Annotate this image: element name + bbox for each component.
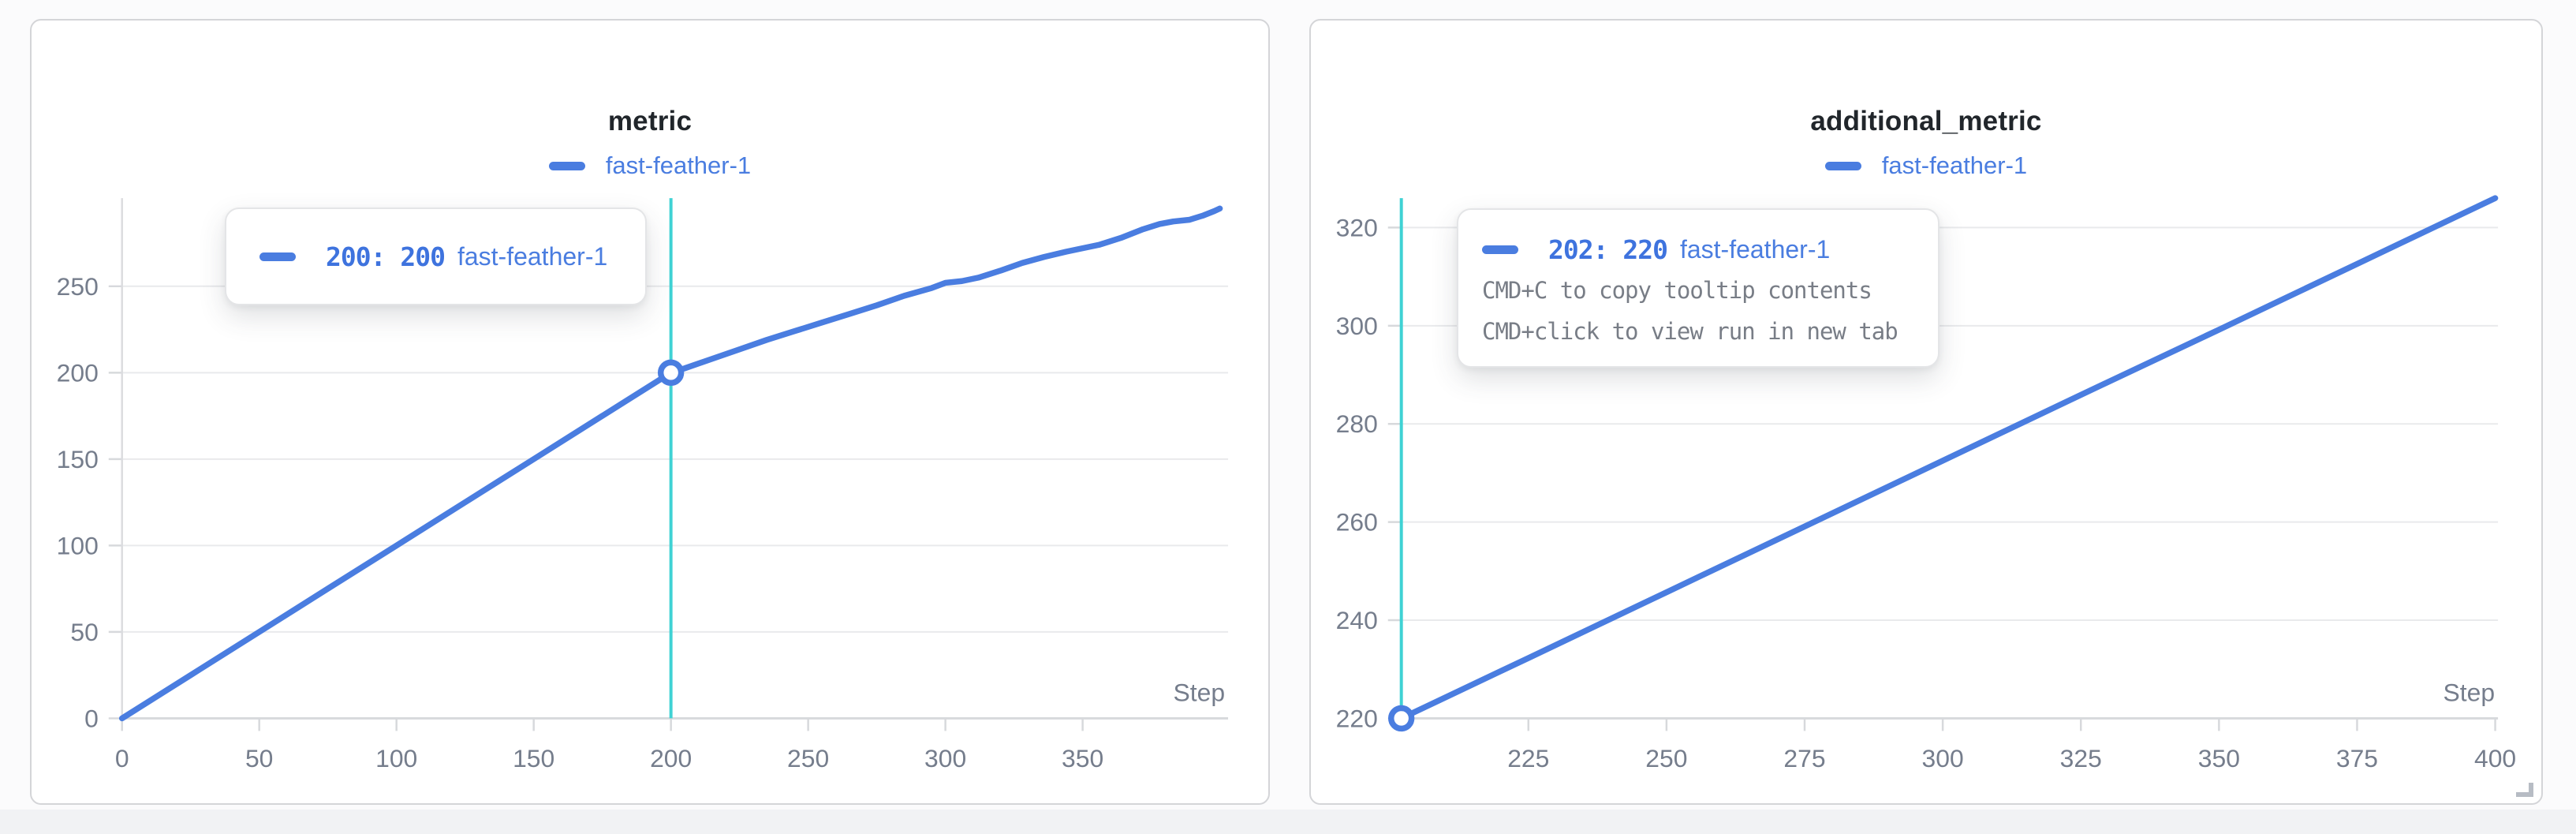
highlighted-point-marker bbox=[1388, 705, 1415, 732]
x-tick-label: 250 bbox=[787, 744, 829, 772]
y-tick-label: 50 bbox=[70, 618, 98, 646]
tooltip-series-entry: 202: 220 fast-feather-1 bbox=[1482, 230, 1917, 268]
legend-run-name: fast-feather-1 bbox=[1881, 151, 2028, 179]
x-tick-label: 400 bbox=[2474, 744, 2516, 772]
tooltip-series-entry: 200: 200 fast-feather-1 bbox=[259, 237, 607, 275]
series-color-dash-icon bbox=[548, 161, 585, 170]
y-tick-label: 220 bbox=[1336, 704, 1378, 732]
y-tick-label: 100 bbox=[57, 531, 99, 559]
tooltip-run-name: fast-feather-1 bbox=[1679, 234, 1831, 264]
panel-resize-handle-icon[interactable] bbox=[2516, 783, 2533, 797]
x-tick-label: 300 bbox=[924, 744, 966, 772]
x-tick-label: 0 bbox=[115, 744, 129, 772]
x-tick-label: 325 bbox=[2060, 744, 2102, 772]
x-tick-label: 350 bbox=[1062, 744, 1103, 772]
additional-metric-line-chart[interactable]: 220 240 260 280 300 320 225 250 275 300 325 350 375 4… bbox=[1311, 21, 2541, 803]
x-tick-label: 200 bbox=[650, 744, 692, 772]
y-tick-label: 240 bbox=[1336, 606, 1378, 634]
chart-tooltip: 202: 220 fast-feather-1 CMD+C to copy to… bbox=[1457, 208, 1939, 368]
y-tick-label: 300 bbox=[1336, 312, 1378, 340]
y-tick-label: 280 bbox=[1336, 410, 1378, 438]
x-tick-label: 300 bbox=[1922, 744, 1964, 772]
panel-title: additional_metric bbox=[1810, 106, 2042, 137]
tooltip-hint-open: CMD+click to view run in new tab bbox=[1482, 318, 1898, 345]
panel-title: metric bbox=[607, 106, 693, 137]
metric-line-chart[interactable]: 0 50 100 150 200 250 0 50 100 150 200 250 300 350 Step bbox=[32, 21, 1268, 803]
legend: fast-feather-1 bbox=[1311, 147, 2541, 185]
y-tick-label: 250 bbox=[57, 272, 99, 301]
x-tick-label: 350 bbox=[2198, 744, 2240, 772]
series-color-dash-icon bbox=[259, 252, 296, 261]
y-tick-label: 320 bbox=[1336, 213, 1378, 241]
x-tick-label: 50 bbox=[245, 744, 273, 772]
tooltip-step-value: 200: 200 bbox=[326, 241, 446, 272]
chart-tooltip: 200: 200 fast-feather-1 bbox=[225, 208, 647, 305]
y-tick-label: 150 bbox=[57, 445, 99, 473]
tooltip-run-name: fast-feather-1 bbox=[457, 241, 608, 271]
series-color-dash-icon bbox=[1824, 161, 1861, 170]
legend-item[interactable]: fast-feather-1 bbox=[1824, 151, 2028, 180]
x-tick-label: 150 bbox=[513, 744, 554, 772]
page-footer-strip bbox=[0, 810, 2576, 834]
y-tick-label: 260 bbox=[1336, 508, 1378, 537]
legend-item[interactable]: fast-feather-1 bbox=[548, 151, 752, 180]
highlighted-point-marker bbox=[657, 359, 685, 387]
series-color-dash-icon bbox=[1482, 245, 1518, 254]
x-tick-label: 275 bbox=[1783, 744, 1825, 772]
x-tick-label: 375 bbox=[2336, 744, 2378, 772]
tooltip-hint-copy: CMD+C to copy tooltip contents bbox=[1482, 277, 1872, 304]
chart-panel-additional-metric[interactable]: 220 240 260 280 300 320 225 250 275 300 325 350 375 4… bbox=[1309, 19, 2543, 805]
x-tick-label: 100 bbox=[375, 744, 417, 772]
x-tick-label: 225 bbox=[1507, 744, 1549, 772]
legend-run-name: fast-feather-1 bbox=[605, 151, 752, 179]
series-line bbox=[118, 205, 1223, 722]
chart-panel-metric[interactable]: 0 50 100 150 200 250 0 50 100 150 200 250 300 350 Step… bbox=[30, 19, 1270, 805]
y-tick-label: 0 bbox=[84, 704, 99, 732]
x-axis-title: Step bbox=[2443, 679, 2496, 707]
y-tick-label: 200 bbox=[57, 358, 99, 387]
x-tick-label: 250 bbox=[1645, 744, 1687, 772]
x-axis-title: Step bbox=[1174, 679, 1226, 707]
legend: fast-feather-1 bbox=[32, 147, 1268, 185]
tooltip-step-value: 202: 220 bbox=[1548, 234, 1668, 265]
series-line bbox=[1398, 195, 2499, 722]
